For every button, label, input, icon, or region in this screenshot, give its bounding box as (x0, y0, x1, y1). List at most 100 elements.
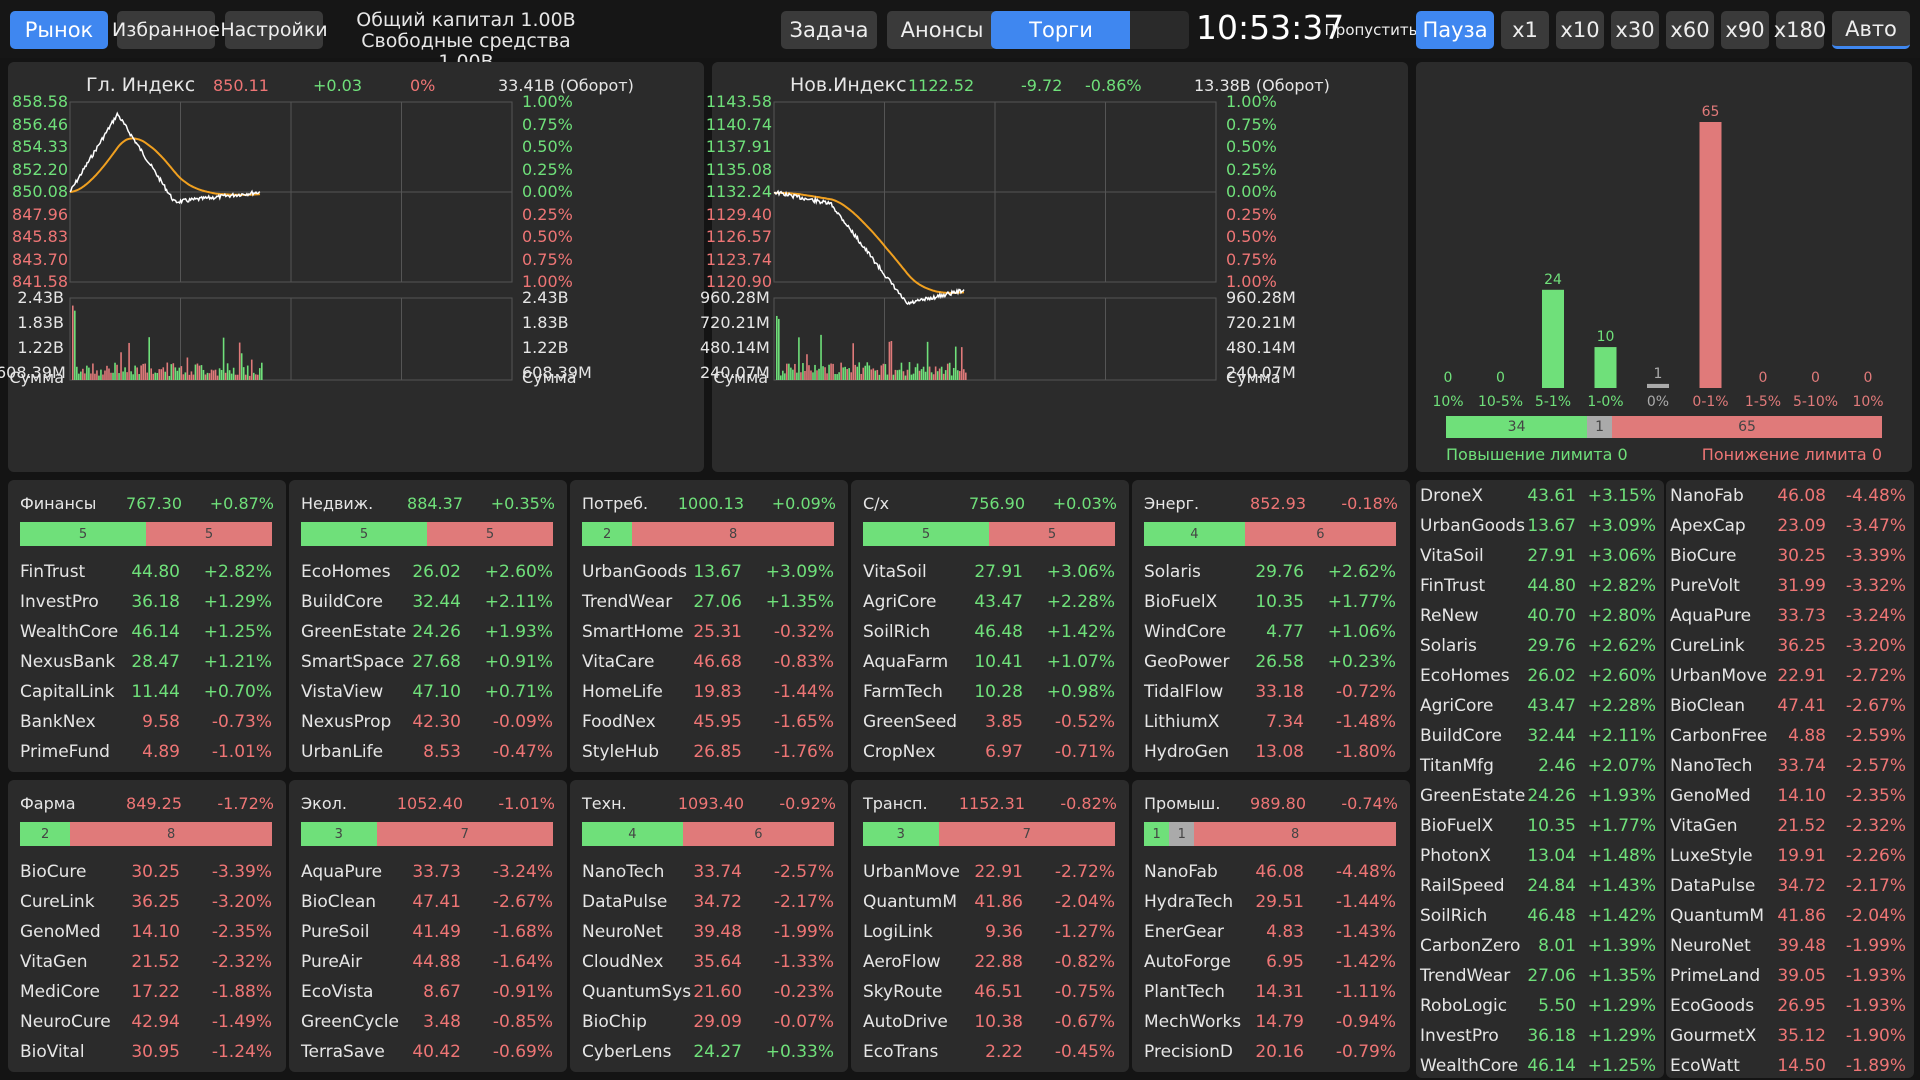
stock-row[interactable]: AquaPure 33.73 -3.24% (301, 862, 553, 886)
ranking-row[interactable]: EcoGoods 26.95 -1.93% (1670, 996, 1906, 1020)
stock-row[interactable]: NeuroNet 39.48 -1.99% (582, 922, 834, 946)
stock-row[interactable]: UrbanLife 8.53 -0.47% (301, 742, 553, 766)
main-index-chart[interactable] (8, 62, 704, 472)
sector-panel[interactable]: Энерг. 852.93 -0.18% 4 6 Solaris 29.76 +2.62% Bi… (1132, 480, 1410, 772)
ranking-row[interactable]: Solaris 29.76 +2.62% (1420, 636, 1656, 660)
stock-row[interactable]: QuantumM 41.86 -2.04% (863, 892, 1115, 916)
stock-row[interactable]: LithiumX 7.34 -1.48% (1144, 712, 1396, 736)
stock-row[interactable]: BioFuelX 10.35 +1.77% (1144, 592, 1396, 616)
stock-row[interactable]: BankNex 9.58 -0.73% (20, 712, 272, 736)
sector-panel[interactable]: С/х 756.90 +0.03% 5 5 VitaSoil 27.91 +3.06% Agri… (851, 480, 1129, 772)
ranking-row[interactable]: QuantumM 41.86 -2.04% (1670, 906, 1906, 930)
stock-row[interactable]: Solaris 29.76 +2.62% (1144, 562, 1396, 586)
stock-row[interactable]: SoilRich 46.48 +1.42% (863, 622, 1115, 646)
stock-row[interactable]: WealthCore 46.14 +1.25% (20, 622, 272, 646)
speed-x10-button[interactable]: x10 (1556, 11, 1604, 49)
stock-row[interactable]: PureAir 44.88 -1.64% (301, 952, 553, 976)
ranking-row[interactable]: AquaPure 33.73 -3.24% (1670, 606, 1906, 630)
ranking-row[interactable]: PrimeLand 39.05 -1.93% (1670, 966, 1906, 990)
sector-panel[interactable]: Фарма 849.25 -1.72% 2 8 BioCure 30.25 -3.39% Cur… (8, 780, 286, 1072)
ranking-row[interactable]: InvestPro 36.18 +1.29% (1420, 1026, 1656, 1050)
stock-row[interactable]: TrendWear 27.06 +1.35% (582, 592, 834, 616)
ranking-row[interactable]: BioCure 30.25 -3.39% (1670, 546, 1906, 570)
ranking-row[interactable]: UrbanGoods 13.67 +3.09% (1420, 516, 1656, 540)
stock-row[interactable]: DataPulse 34.72 -2.17% (582, 892, 834, 916)
stock-row[interactable]: GreenEstate 24.26 +1.93% (301, 622, 553, 646)
ranking-row[interactable]: ApexCap 23.09 -3.47% (1670, 516, 1906, 540)
ranking-row[interactable]: TitanMfg 2.46 +2.07% (1420, 756, 1656, 780)
stock-row[interactable]: HomeLife 19.83 -1.44% (582, 682, 834, 706)
ranking-row[interactable]: UrbanMove 22.91 -2.72% (1670, 666, 1906, 690)
tab-market[interactable]: Рынок (10, 11, 108, 49)
ranking-row[interactable]: FinTrust 44.80 +2.82% (1420, 576, 1656, 600)
stock-row[interactable]: NexusBank 28.47 +1.21% (20, 652, 272, 676)
stock-row[interactable]: LogiLink 9.36 -1.27% (863, 922, 1115, 946)
ranking-row[interactable]: PhotonX 13.04 +1.48% (1420, 846, 1656, 870)
ranking-row[interactable]: BioFuelX 10.35 +1.77% (1420, 816, 1656, 840)
stock-row[interactable]: AeroFlow 22.88 -0.82% (863, 952, 1115, 976)
ranking-row[interactable]: ReNew 40.70 +2.80% (1420, 606, 1656, 630)
stock-row[interactable]: BioCure 30.25 -3.39% (20, 862, 272, 886)
stock-row[interactable]: PrecisionD 20.16 -0.79% (1144, 1042, 1396, 1066)
stock-row[interactable]: AquaFarm 10.41 +1.07% (863, 652, 1115, 676)
ranking-row[interactable]: DataPulse 34.72 -2.17% (1670, 876, 1906, 900)
tab-favorites[interactable]: Избранное (112, 11, 220, 49)
stock-row[interactable]: BioVital 30.95 -1.24% (20, 1042, 272, 1066)
ranking-row[interactable]: CarbonZero 8.01 +1.39% (1420, 936, 1656, 960)
ranking-row[interactable]: DroneX 43.61 +3.15% (1420, 486, 1656, 510)
sector-panel[interactable]: Техн. 1093.40 -0.92% 4 6 NanoTech 33.74 -2.57% D… (570, 780, 848, 1072)
sector-panel[interactable]: Недвиж. 884.37 +0.35% 5 5 EcoHomes 26.02 +2.60%… (289, 480, 567, 772)
task-button[interactable]: Задача (781, 11, 877, 49)
stock-row[interactable]: PlantTech 14.31 -1.11% (1144, 982, 1396, 1006)
new-index-chart[interactable] (712, 62, 1408, 472)
stock-row[interactable]: StyleHub 26.85 -1.76% (582, 742, 834, 766)
stock-row[interactable]: FinTrust 44.80 +2.82% (20, 562, 272, 586)
stock-row[interactable]: SmartHome 25.31 -0.32% (582, 622, 834, 646)
trading-button[interactable]: Торги (991, 11, 1189, 49)
speed-x180-button[interactable]: x180 (1774, 11, 1826, 49)
stock-row[interactable]: SkyRoute 46.51 -0.75% (863, 982, 1115, 1006)
stock-row[interactable]: EcoHomes 26.02 +2.60% (301, 562, 553, 586)
stock-row[interactable]: CropNex 6.97 -0.71% (863, 742, 1115, 766)
tab-settings[interactable]: Настройки (220, 11, 328, 49)
stock-row[interactable]: PureSoil 41.49 -1.68% (301, 922, 553, 946)
stock-row[interactable]: EnerGear 4.83 -1.43% (1144, 922, 1396, 946)
stock-row[interactable]: TerraSave 40.42 -0.69% (301, 1042, 553, 1066)
speed-x90-button[interactable]: x90 (1721, 11, 1769, 49)
stock-row[interactable]: GeoPower 26.58 +0.23% (1144, 652, 1396, 676)
stock-row[interactable]: CloudNex 35.64 -1.33% (582, 952, 834, 976)
ranking-row[interactable]: NanoFab 46.08 -4.48% (1670, 486, 1906, 510)
ranking-row[interactable]: GourmetX 35.12 -1.90% (1670, 1026, 1906, 1050)
stock-row[interactable]: HydraTech 29.51 -1.44% (1144, 892, 1396, 916)
ranking-row[interactable]: NanoTech 33.74 -2.57% (1670, 756, 1906, 780)
sector-panel[interactable]: Трансп. 1152.31 -0.82% 3 7 UrbanMove 22.91 -2.7… (851, 780, 1129, 1072)
stock-row[interactable]: EcoTrans 2.22 -0.45% (863, 1042, 1115, 1066)
auto-button[interactable]: Авто (1832, 11, 1910, 49)
stock-row[interactable]: SmartSpace 27.68 +0.91% (301, 652, 553, 676)
ranking-row[interactable]: GenoMed 14.10 -2.35% (1670, 786, 1906, 810)
stock-row[interactable]: BioChip 29.09 -0.07% (582, 1012, 834, 1036)
stock-row[interactable]: VitaSoil 27.91 +3.06% (863, 562, 1115, 586)
ranking-row[interactable]: TrendWear 27.06 +1.35% (1420, 966, 1656, 990)
stock-row[interactable]: CapitalLink 11.44 +0.70% (20, 682, 272, 706)
stock-row[interactable]: VitaGen 21.52 -2.32% (20, 952, 272, 976)
stock-row[interactable]: MediCore 17.22 -1.88% (20, 982, 272, 1006)
ranking-row[interactable]: CureLink 36.25 -3.20% (1670, 636, 1906, 660)
ranking-row[interactable]: BioClean 47.41 -2.67% (1670, 696, 1906, 720)
stock-row[interactable]: HydroGen 13.08 -1.80% (1144, 742, 1396, 766)
ranking-row[interactable]: EcoHomes 26.02 +2.60% (1420, 666, 1656, 690)
stock-row[interactable]: BuildCore 32.44 +2.11% (301, 592, 553, 616)
stock-row[interactable]: MechWorks 14.79 -0.94% (1144, 1012, 1396, 1036)
ranking-row[interactable]: RailSpeed 24.84 +1.43% (1420, 876, 1656, 900)
stock-row[interactable]: WindCore 4.77 +1.06% (1144, 622, 1396, 646)
stock-row[interactable]: GreenCycle 3.48 -0.85% (301, 1012, 553, 1036)
stock-row[interactable]: NanoFab 46.08 -4.48% (1144, 862, 1396, 886)
sector-panel[interactable]: Промыш. 989.80 -0.74% 1 1 8 NanoFab 46.08 -4.48%… (1132, 780, 1410, 1072)
stock-row[interactable]: NanoTech 33.74 -2.57% (582, 862, 834, 886)
stock-row[interactable]: AgriCore 43.47 +2.28% (863, 592, 1115, 616)
ranking-row[interactable]: AgriCore 43.47 +2.28% (1420, 696, 1656, 720)
stock-row[interactable]: VistaView 47.10 +0.71% (301, 682, 553, 706)
stock-row[interactable]: PrimeFund 4.89 -1.01% (20, 742, 272, 766)
stock-row[interactable]: QuantumSys 21.60 -0.23% (582, 982, 834, 1006)
speed-x1-button[interactable]: x1 (1501, 11, 1549, 49)
